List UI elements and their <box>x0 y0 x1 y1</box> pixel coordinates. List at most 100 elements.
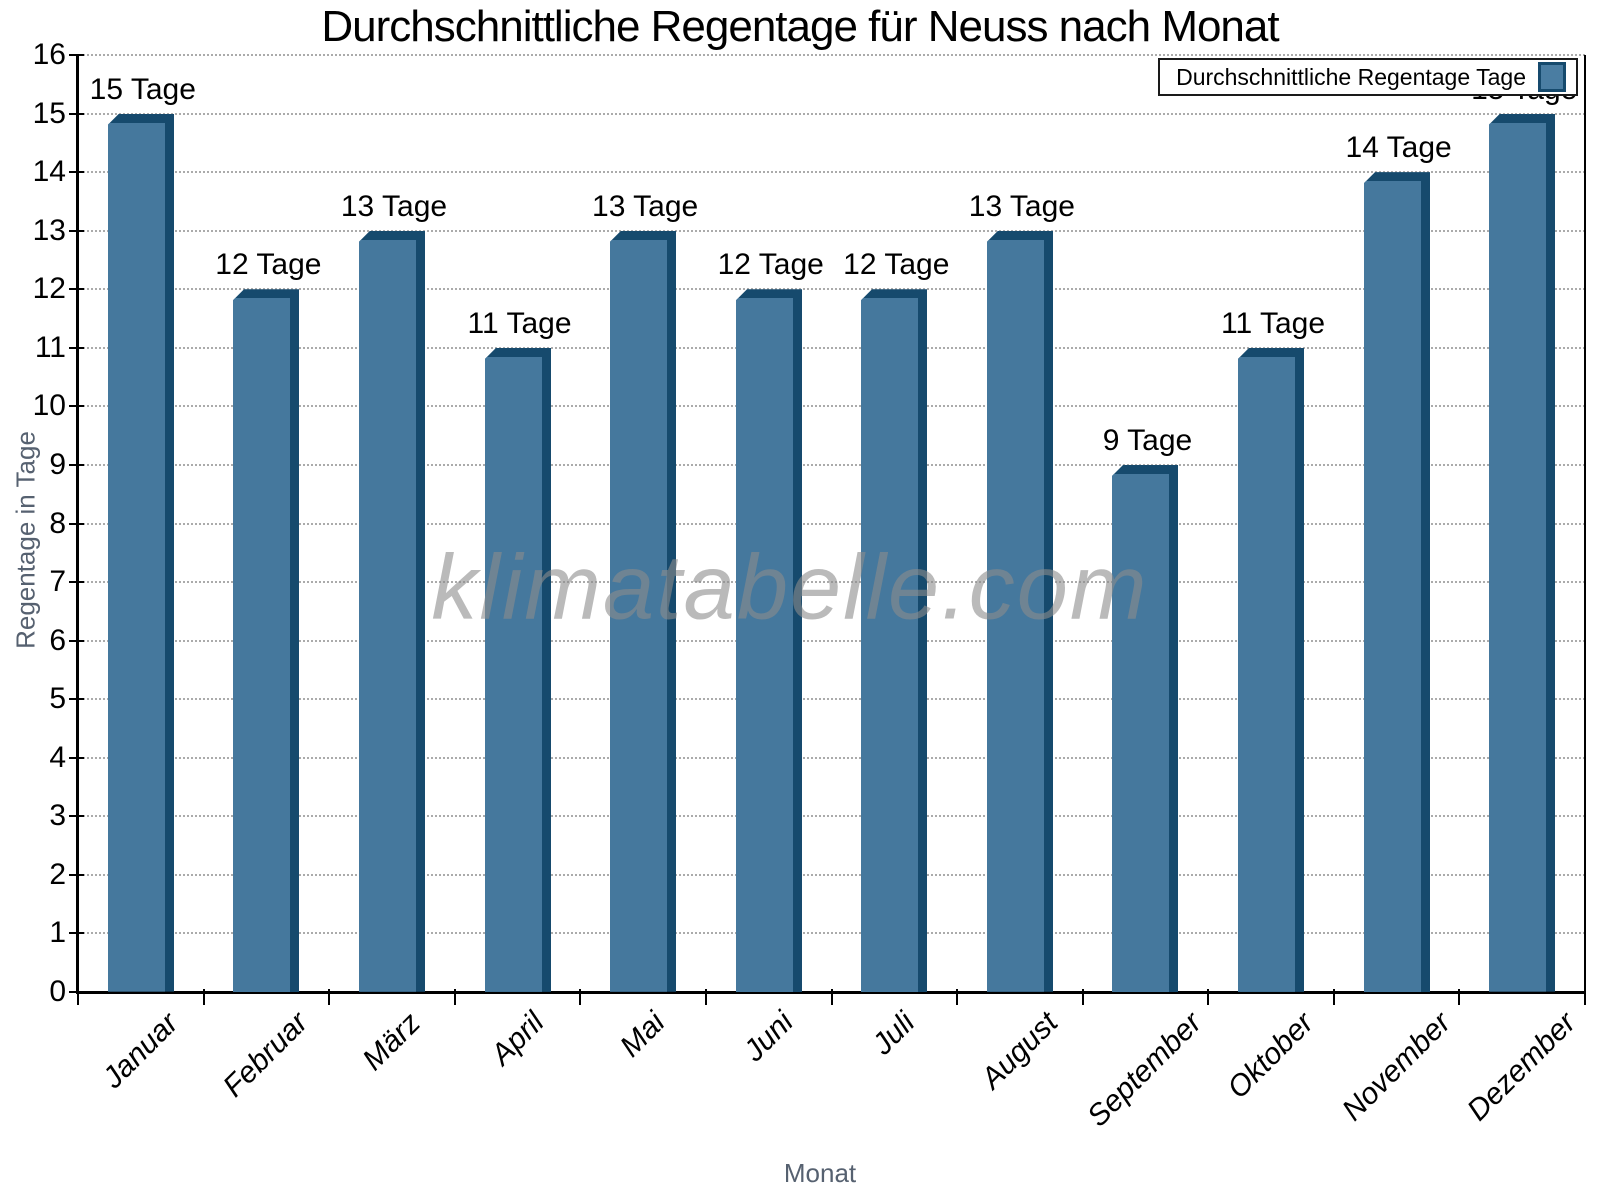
x-month-label: Februar <box>217 1005 315 1104</box>
y-tick-label: 13 <box>32 213 66 247</box>
bar <box>359 230 425 992</box>
y-tick-label: 14 <box>32 155 66 189</box>
x-month-label: Juli <box>866 1005 922 1062</box>
y-tick <box>69 639 84 642</box>
bar <box>861 289 927 993</box>
bar <box>1112 464 1178 992</box>
y-tick-label: 10 <box>32 389 66 423</box>
bar-edge-shading <box>736 289 802 993</box>
bar-value-label: 12 Tage <box>215 248 322 282</box>
y-tick-label: 6 <box>49 623 66 657</box>
y-axis-title: Regentage in Tage <box>10 431 41 649</box>
x-tick <box>1584 989 1586 1005</box>
gridline <box>78 463 1585 466</box>
y-tick-label: 2 <box>49 857 66 891</box>
y-tick <box>69 463 84 466</box>
y-tick <box>69 932 84 935</box>
gridline <box>78 698 1585 701</box>
x-month-label: Mai <box>614 1005 672 1064</box>
bar-face <box>1112 473 1169 992</box>
x-month-label: Oktober <box>1221 1006 1321 1105</box>
x-tick <box>956 989 959 1005</box>
y-tick <box>69 522 84 525</box>
gridline <box>78 873 1585 876</box>
x-tick <box>453 989 456 1005</box>
y-tick-label: 4 <box>49 740 66 774</box>
legend-label: Durchschnittliche Regentage Tage <box>1176 63 1526 90</box>
x-tick <box>1332 989 1335 1005</box>
legend-swatch-icon <box>1538 62 1566 92</box>
gridline <box>78 405 1585 408</box>
bar-value-label: 11 Tage <box>467 306 572 340</box>
x-tick <box>77 989 79 1005</box>
x-month-label: März <box>356 1006 427 1077</box>
bar-value-label: 9 Tage <box>1102 423 1193 457</box>
bar-value-label: 15 Tage <box>89 72 196 106</box>
y-tick <box>69 112 84 115</box>
bar-face <box>861 298 918 993</box>
x-tick <box>1081 989 1084 1005</box>
bar-face <box>987 239 1044 992</box>
bar <box>233 289 299 993</box>
bar-edge-shading <box>233 289 299 993</box>
bar <box>108 113 174 992</box>
x-tick <box>328 989 331 1005</box>
y-tick <box>69 756 84 759</box>
y-tick-label: 12 <box>32 272 66 306</box>
bar-edge-shading <box>359 230 425 992</box>
chart-title: Durchschnittliche Regentage für Neuss na… <box>321 2 1279 51</box>
gridline <box>78 112 1585 115</box>
gridline <box>78 54 1585 56</box>
gridline <box>78 171 1585 174</box>
bar-face <box>610 239 667 992</box>
y-tick-label: 11 <box>34 330 66 364</box>
bar-edge-shading <box>610 230 676 992</box>
y-tick-label: 3 <box>49 799 66 833</box>
gridline <box>78 229 1585 232</box>
bar-edge-shading <box>861 289 927 993</box>
gridline <box>78 639 1585 642</box>
y-tick <box>69 54 84 56</box>
x-tick <box>1207 989 1210 1005</box>
x-tick <box>579 989 582 1005</box>
y-tick <box>69 991 84 993</box>
bar-face <box>485 356 542 992</box>
bar-face <box>359 239 416 992</box>
gridline <box>78 522 1585 525</box>
bar-edge-shading <box>987 230 1053 992</box>
bar-edge-shading <box>1364 172 1430 993</box>
y-tick-label: 15 <box>32 96 66 130</box>
bar-value-label: 12 Tage <box>717 248 824 282</box>
x-month-label: Dezember <box>1461 1005 1583 1128</box>
x-tick <box>830 989 833 1005</box>
y-tick <box>69 229 84 232</box>
y-tick <box>69 346 84 349</box>
bar <box>610 230 676 992</box>
y-tick <box>69 815 84 818</box>
y-tick <box>69 581 84 584</box>
x-month-label: April <box>484 1005 551 1072</box>
bar-edge-shading <box>485 347 551 992</box>
watermark: klimatabelle.com <box>431 536 1149 639</box>
y-tick <box>69 171 84 174</box>
bar-face <box>1364 181 1421 993</box>
x-tick <box>704 989 707 1005</box>
bar-value-label: 12 Tage <box>843 248 950 282</box>
gridline <box>78 815 1585 818</box>
x-month-label: Juni <box>737 1005 800 1069</box>
bar <box>1489 113 1555 992</box>
y-tick-label: 5 <box>49 682 66 716</box>
gridline <box>78 932 1585 935</box>
y-tick <box>69 288 84 291</box>
bar <box>736 289 802 993</box>
gridline <box>78 581 1585 584</box>
bar <box>1238 347 1304 992</box>
x-axis-title: Monat <box>783 1158 857 1188</box>
legend-box: Durchschnittliche Regentage Tage <box>1158 58 1578 96</box>
bar-value-label: 14 Tage <box>1345 131 1452 165</box>
bar-face <box>233 298 290 993</box>
y-tick-label: 7 <box>49 565 66 599</box>
x-month-label: Januar <box>96 1006 185 1095</box>
x-tick <box>1458 989 1461 1005</box>
